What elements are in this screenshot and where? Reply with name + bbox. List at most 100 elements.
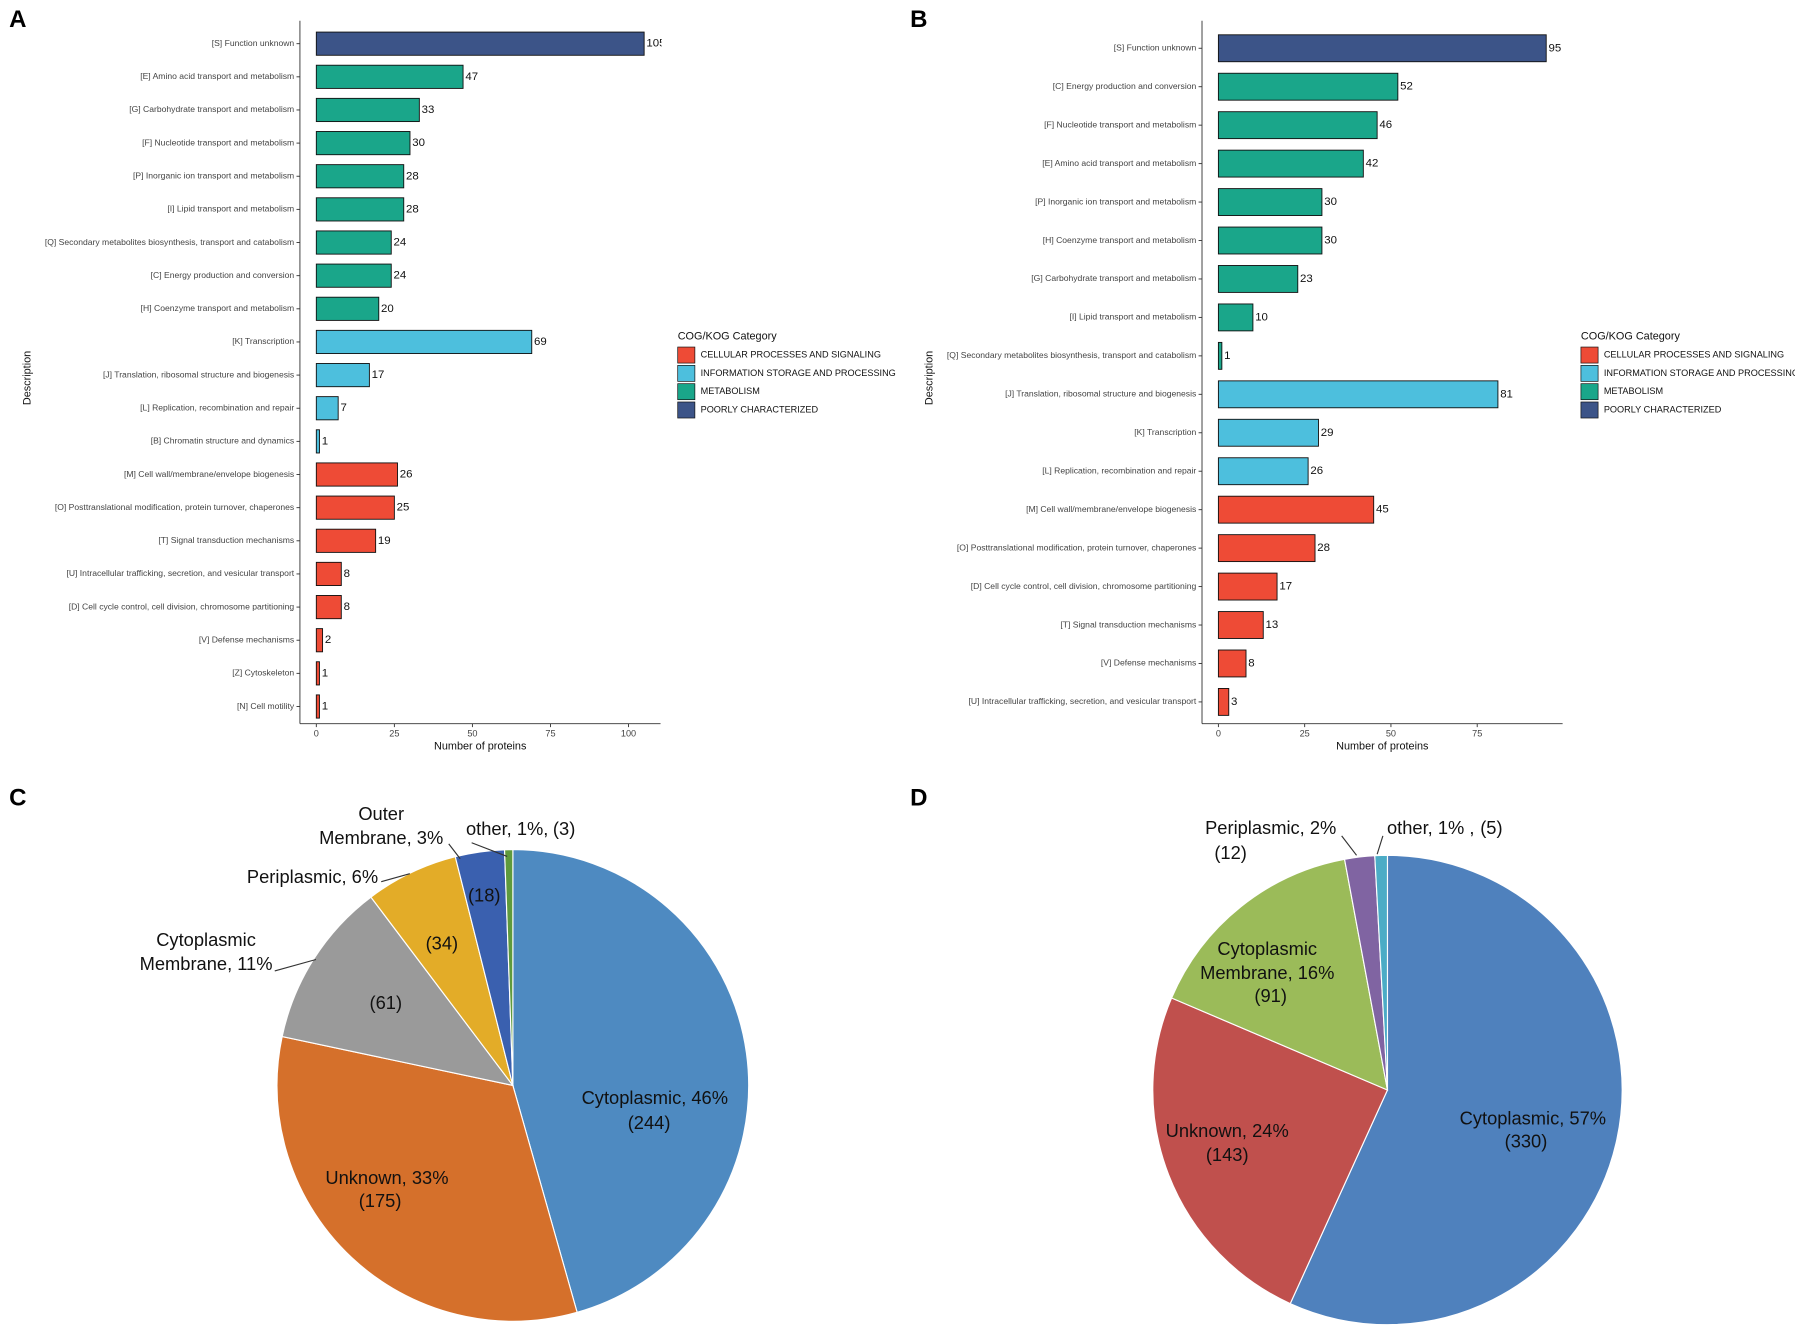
pie-slice <box>1289 854 1623 1326</box>
data-label: 28 <box>406 203 419 215</box>
data-label: 105 <box>646 38 665 50</box>
bar <box>1217 688 1230 716</box>
bar <box>315 64 464 89</box>
bar <box>315 329 533 355</box>
category-label: [S] Function unknown <box>212 38 295 48</box>
bar <box>315 561 342 586</box>
category-label: [D] Cell cycle control, cell division, c… <box>971 581 1197 591</box>
data-label: 24 <box>394 270 407 282</box>
data-label: 24 <box>394 237 407 249</box>
legend-label: POORLY CHARACTERIZED <box>1604 404 1722 414</box>
slice-label: Periplasmic, 6% <box>247 866 378 887</box>
bar <box>315 396 339 421</box>
legend-label: POORLY CHARACTERIZED <box>701 404 819 414</box>
category-label: [F] Nucleotide transport and metabolism <box>142 137 294 147</box>
pie-slice <box>1152 997 1389 1305</box>
bar <box>1217 149 1364 178</box>
slice-value-label: (18) <box>468 884 501 905</box>
data-label: 45 <box>1376 504 1389 516</box>
bar <box>1217 303 1254 332</box>
slice-value-label: (175) <box>359 1190 402 1211</box>
pie-slice <box>1170 858 1389 1091</box>
bar <box>315 628 324 653</box>
bar <box>1217 495 1375 524</box>
bar <box>315 528 377 553</box>
panel-label: C <box>9 785 26 812</box>
legend-label: METABOLISM <box>701 386 760 396</box>
panel-label: B <box>910 6 927 33</box>
bar <box>1217 111 1378 140</box>
data-label: 13 <box>1266 619 1279 631</box>
data-label: 2 <box>325 634 331 646</box>
bar <box>1217 72 1399 101</box>
bar <box>315 661 320 686</box>
data-label: 25 <box>397 502 410 514</box>
category-label: [P] Inorganic ion transport and metaboli… <box>133 171 294 181</box>
category-label: [J] Translation, ribosomal structure and… <box>103 369 294 379</box>
data-label: 1 <box>322 701 328 713</box>
legend-swatch <box>677 401 696 419</box>
data-label: 47 <box>465 71 478 83</box>
slice-value-label: (330) <box>1505 1131 1548 1152</box>
slice-label: other, 1%, <box>466 818 548 839</box>
bar <box>315 363 370 388</box>
slice-label: Membrane, 3% <box>319 827 443 848</box>
legend-title: COG/KOG Category <box>678 331 778 343</box>
category-label: [U] Intracellular trafficking, secretion… <box>969 696 1197 706</box>
leader-line <box>1341 835 1358 856</box>
category-label: [G] Carbohydrate transport and metabolis… <box>1031 273 1196 283</box>
pie-slice <box>276 1035 578 1322</box>
x-tick-label: 75 <box>545 728 555 738</box>
slice-label: Periplasmic, 2% <box>1205 817 1336 838</box>
category-label: [L] Replication, recombination and repai… <box>1042 465 1196 475</box>
category-label: [H] Coenzyme transport and metabolism <box>1043 235 1197 245</box>
legend-swatch <box>1580 365 1599 382</box>
data-label: 28 <box>406 170 419 182</box>
category-label: [Q] Secondary metabolites biosynthesis, … <box>45 237 294 247</box>
category-label: [C] Energy production and conversion <box>1053 81 1197 91</box>
slice-value-label: (3) <box>553 818 575 839</box>
data-label: 20 <box>381 303 394 315</box>
x-tick-label: 0 <box>1216 728 1221 738</box>
category-label: [K] Transcription <box>1134 427 1196 437</box>
category-label: [K] Transcription <box>232 336 294 346</box>
plot-area: 105 47 33 30 28 28 24 24 20 69 17 7 1 26 25 19 8 8 2 1 1 <box>315 31 665 719</box>
x-axis-title: Number of proteins <box>434 740 527 752</box>
category-label: [N] Cell motility <box>237 701 295 711</box>
x-tick-label: 75 <box>1472 728 1482 738</box>
slice-label: Membrane, 11% <box>140 953 273 974</box>
data-label: 46 <box>1379 119 1392 131</box>
category-label: [G] Carbohydrate transport and metabolis… <box>129 104 294 114</box>
pie-slice <box>503 849 514 1086</box>
data-label: 29 <box>1321 427 1334 439</box>
data-label: 28 <box>1317 542 1330 554</box>
slice-value-label: (5) <box>1480 817 1502 838</box>
data-label: 69 <box>534 336 547 348</box>
y-axis-title: Description <box>21 351 33 405</box>
legend-swatch <box>677 346 696 364</box>
bar <box>315 595 342 620</box>
category-label: [E] Amino acid transport and metabolism <box>1042 158 1196 168</box>
legend-label: METABOLISM <box>1604 386 1663 396</box>
bar <box>1217 380 1499 409</box>
category-label: [U] Intracellular trafficking, secretion… <box>66 568 294 578</box>
leader-line <box>471 842 508 857</box>
data-label: 17 <box>372 369 385 381</box>
legend-label: CELLULAR PROCESSES AND SIGNALING <box>701 349 881 359</box>
x-axis-title: Number of proteins <box>1336 740 1429 752</box>
bar <box>315 263 392 288</box>
data-label: 3 <box>1231 696 1237 708</box>
slice-value-label: (34) <box>426 932 459 953</box>
bar <box>315 495 395 520</box>
category-label: [V] Defense mechanisms <box>199 634 294 644</box>
bar <box>1217 457 1309 486</box>
data-label: 1 <box>322 435 328 447</box>
x-tick-label: 100 <box>621 728 636 738</box>
data-label: 95 <box>1549 42 1562 54</box>
data-label: 26 <box>1310 465 1323 477</box>
y-axis-title: Description <box>923 351 935 405</box>
slice-label: Cytoplasmic <box>1217 938 1317 959</box>
category-label: [I] Lipid transport and metabolism <box>167 204 294 214</box>
slice-label: Cytoplasmic, 46% <box>582 1087 728 1108</box>
